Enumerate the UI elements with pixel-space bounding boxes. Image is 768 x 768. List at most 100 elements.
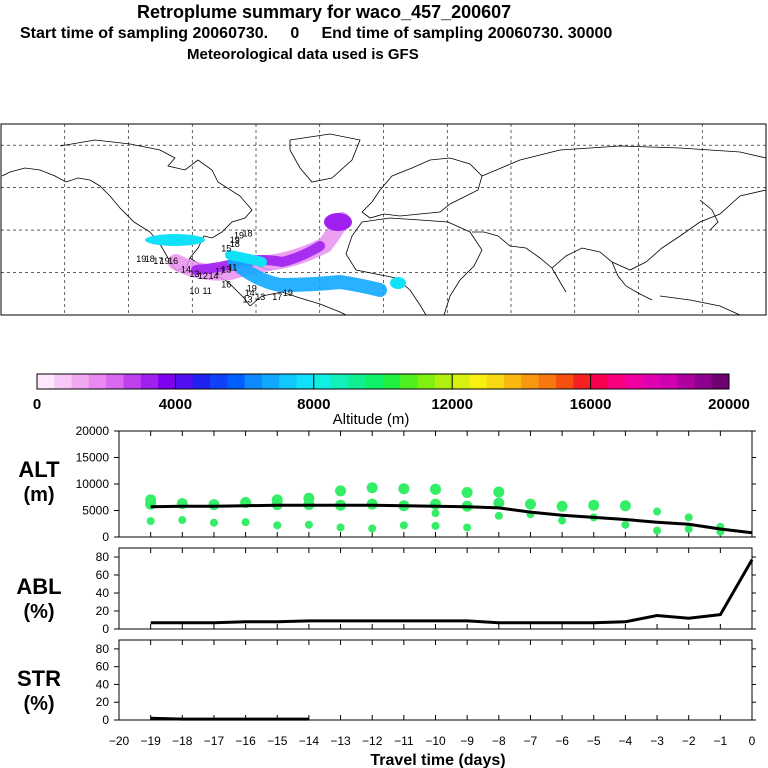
str-ytick-label: 60 (96, 660, 110, 674)
x-tick-label: −10 (425, 734, 446, 748)
alt-point (273, 521, 282, 530)
colorbar-cell (469, 374, 488, 389)
trajectory-day-label: 10 (189, 286, 199, 296)
trajectory-day-label: 12 (198, 271, 208, 281)
colorbar-cell (573, 374, 592, 389)
colorbar-cell (54, 374, 73, 389)
x-tick-label: −4 (619, 734, 633, 748)
trajectory-day-label: 18 (242, 228, 252, 238)
alt-point (588, 499, 600, 511)
alt-point (524, 498, 536, 510)
x-tick-label: −16 (235, 734, 256, 748)
alt-point (366, 482, 378, 494)
sampling-time-subtitle: Start time of sampling 20060730. 0 End t… (20, 25, 613, 42)
alt-ytick-label: 0 (102, 530, 109, 544)
alt-point (556, 500, 568, 512)
x-tick-label: −5 (587, 734, 601, 748)
alt-point (621, 520, 630, 529)
alt-point (493, 486, 505, 498)
str-ytick-label: 20 (96, 695, 110, 709)
altitude-colorbar: 0 4000 8000 12000 16000 20000 Altitude (m) (33, 373, 750, 428)
trajectory-day-label: 14 (181, 265, 191, 275)
x-tick-label: −20 (109, 734, 130, 748)
colorbar-cell (504, 374, 522, 389)
str-ytick-label: 80 (96, 642, 110, 656)
trajectory-day-label: 19 (136, 254, 146, 264)
colorbar-cell (140, 374, 159, 389)
meteorology-subtitle: Meteorological data used is GFS (187, 46, 419, 63)
colorbar-cell (331, 374, 349, 389)
abl-ytick-label: 20 (96, 604, 110, 618)
colorbar-cell (365, 374, 384, 389)
str-frame (118, 639, 753, 721)
x-axis: −20 −19 −18 −17 −16 −15 −14 −13 −12 −11 −10 −9 −8 −7−… (109, 734, 756, 768)
abl-ytick-label: 0 (102, 622, 109, 636)
colorbar-cell (37, 374, 55, 389)
alt-point (304, 520, 313, 529)
alt-point (431, 509, 440, 518)
x-tick-label: −11 (394, 734, 414, 748)
trajectory-day-label: 11 (202, 286, 211, 296)
alt-point (619, 500, 631, 512)
alt-unit: (m) (23, 484, 54, 506)
trajectory-day-label: 19 (283, 288, 293, 298)
alt-point (430, 483, 441, 495)
colorbar-label: 20000 (708, 396, 750, 413)
colorbar-cell (383, 374, 401, 389)
colorbar-cell (279, 374, 297, 389)
colorbar-cell (538, 374, 557, 389)
trajectory-day-label: 19 (230, 235, 240, 245)
colorbar-cell (158, 374, 176, 389)
colorbar-cell (417, 374, 436, 389)
alt-ytick-label: 15000 (76, 451, 110, 465)
colorbar-label: 0 (33, 396, 41, 413)
colorbar-cell (348, 374, 367, 389)
trajectory-day-label: 14 (208, 271, 218, 281)
colorbar-cell (400, 374, 419, 389)
x-tick-label: −1 (714, 734, 728, 748)
alt-point (653, 507, 662, 516)
colorbar-cell (625, 374, 643, 389)
alt-point (494, 511, 503, 520)
alt-ytick-label: 5000 (82, 504, 109, 518)
colorbar-cell (521, 374, 540, 389)
colorbar-cell (175, 374, 194, 389)
colorbar-title: Altitude (m) (333, 411, 410, 428)
trajectory-day-label: 18 (230, 239, 240, 249)
trajectory-day-label: 19 (160, 256, 170, 266)
abl-panel: 0 20 40 60 80 ABL(%) (16, 547, 756, 636)
abl-ytick-label: 80 (96, 550, 110, 564)
abl-label: ABL (16, 574, 61, 599)
x-tick-label: −12 (362, 734, 383, 748)
colorbar-cell (192, 374, 211, 389)
alt-mean-line (150, 503, 753, 535)
x-tick-label: −9 (460, 734, 474, 748)
colorbar-cell (123, 374, 142, 389)
colorbar-cell (313, 374, 332, 389)
alt-point (398, 483, 410, 495)
alt-point (684, 525, 693, 534)
retroplume-trajectory (145, 212, 406, 297)
colorbar-cell (659, 374, 678, 389)
alt-point (461, 486, 473, 498)
str-line (150, 716, 309, 721)
colorbar-label: 4000 (159, 396, 192, 413)
colorbar-cell (711, 374, 730, 389)
colorbar-cell (694, 374, 713, 389)
trajectory-day-label: 17 (215, 267, 225, 277)
colorbar-cell (677, 374, 695, 389)
trajectory-day-label: 17 (153, 256, 163, 266)
colorbar-cell (227, 374, 246, 389)
str-ytick-label: 0 (102, 713, 109, 727)
colorbar-cell (434, 374, 453, 389)
colorbar-cell (244, 374, 263, 389)
colorbar-cell (556, 374, 574, 389)
x-tick-label: −18 (172, 734, 193, 748)
colorbar-label: 16000 (570, 396, 612, 413)
colorbar-cell (261, 374, 280, 389)
alt-point (558, 516, 567, 525)
alt-panel: 0 5000 10000 15000 20000 ALT(m) (18, 424, 756, 544)
alt-point (146, 517, 155, 526)
